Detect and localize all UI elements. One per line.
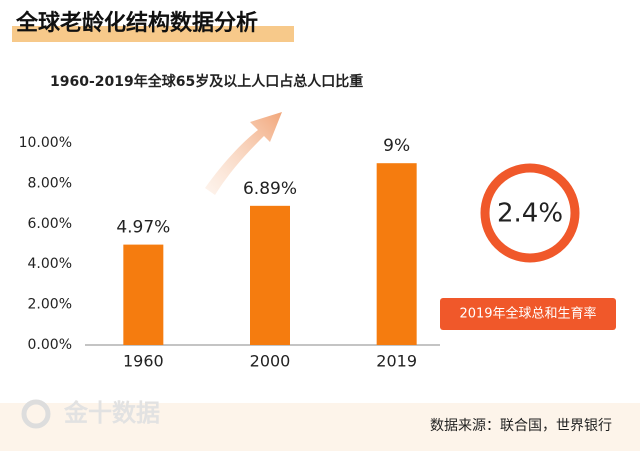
y-tick-label: 4.00% bbox=[28, 256, 72, 272]
watermark-logo bbox=[21, 399, 51, 429]
y-tick-label: 0.00% bbox=[28, 337, 72, 353]
callout-label: 2019年全球总和生育率 bbox=[459, 306, 596, 322]
page-title: 全球老龄化结构数据分析 bbox=[15, 10, 258, 36]
value-label: 4.97% bbox=[116, 218, 170, 238]
callout-value: 2.4% bbox=[497, 199, 563, 229]
value-label: 6.89% bbox=[243, 179, 297, 199]
x-tick-label: 2019 bbox=[376, 352, 417, 371]
y-tick-label: 10.00% bbox=[19, 135, 72, 151]
bar bbox=[123, 244, 164, 345]
title-highlight bbox=[12, 26, 294, 42]
trend-arrow bbox=[205, 112, 282, 195]
bar bbox=[376, 163, 417, 345]
callout-label-box bbox=[440, 298, 616, 330]
watermark: 金十数据 bbox=[63, 399, 160, 427]
value-label: 9% bbox=[383, 136, 410, 156]
footer-band bbox=[0, 403, 640, 451]
y-tick-label: 8.00% bbox=[28, 175, 72, 191]
x-tick-label: 1960 bbox=[123, 352, 164, 371]
chart-title: 1960-2019年全球65岁及以上人口占总人口比重 bbox=[50, 73, 363, 90]
y-tick-label: 2.00% bbox=[28, 297, 72, 313]
callout-ring bbox=[480, 163, 580, 263]
y-tick-label: 6.00% bbox=[28, 216, 72, 232]
source-note: 数据来源：联合国，世界银行 bbox=[430, 418, 612, 434]
bar bbox=[250, 205, 290, 345]
x-tick-label: 2000 bbox=[250, 352, 291, 371]
